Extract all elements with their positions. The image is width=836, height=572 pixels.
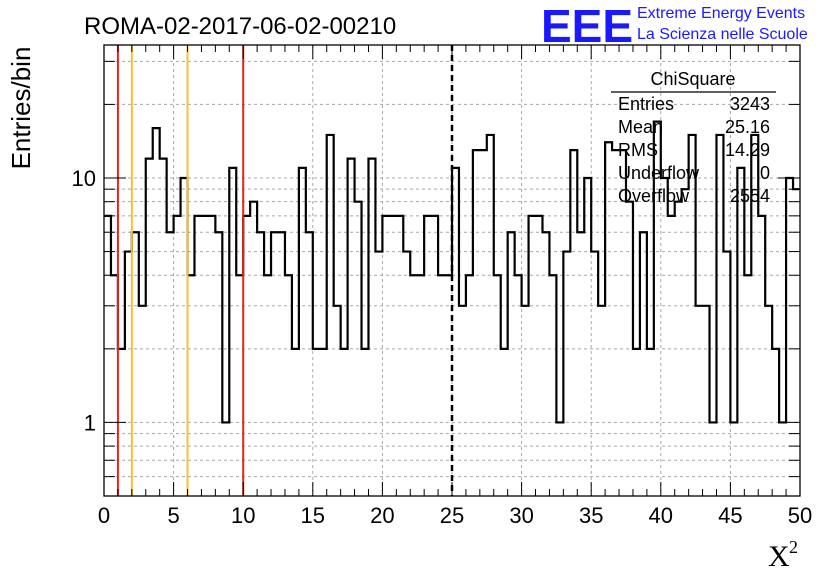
chart-title: ROMA-02-2017-06-02-00210 bbox=[84, 13, 396, 40]
x-axis-label-superscript: 2 bbox=[789, 537, 798, 557]
x-tick-label: 50 bbox=[788, 503, 812, 528]
logo-eee-mark: EEE bbox=[541, 0, 633, 52]
stats-value: 2554 bbox=[730, 186, 770, 206]
histogram-bin bbox=[139, 306, 146, 496]
histogram-bin bbox=[174, 216, 181, 496]
x-tick-label: 5 bbox=[167, 503, 179, 528]
histogram-bin bbox=[536, 216, 543, 496]
eee-logo: EEE Extreme Energy Events La Scienza nel… bbox=[541, 0, 808, 52]
y-axis-label: Entries/bin bbox=[6, 47, 36, 170]
stats-box: ChiSquare Entries 3243 Mean 25.16 RMS 14.29 Un… bbox=[611, 69, 776, 206]
x-tick-label: 0 bbox=[98, 503, 110, 528]
stats-label: Mean bbox=[618, 117, 663, 137]
histogram-outline bbox=[104, 120, 800, 424]
histogram-bin bbox=[682, 189, 689, 496]
histogram-bin bbox=[696, 306, 703, 496]
histogram-bin bbox=[375, 252, 382, 496]
histogram-bin bbox=[598, 306, 605, 496]
histogram-bin bbox=[208, 216, 215, 496]
x-tick-label: 25 bbox=[440, 503, 464, 528]
stats-label: Entries bbox=[618, 94, 674, 114]
histogram-bin bbox=[389, 216, 396, 496]
stats-value: 3243 bbox=[730, 94, 770, 114]
y-tick-label: 1 bbox=[84, 410, 96, 435]
histogram-bin bbox=[668, 216, 675, 496]
stats-rows: Entries 3243 Mean 25.16 RMS 14.29 Underflow 0 Ov… bbox=[618, 94, 770, 206]
y-tick-label: 10 bbox=[72, 166, 96, 191]
histogram-bin bbox=[236, 275, 243, 496]
stats-value: 14.29 bbox=[725, 140, 770, 160]
logo-line-2: La Scienza nelle Scuole bbox=[637, 26, 808, 43]
x-tick-label: 20 bbox=[370, 503, 394, 528]
x-axis-label-base: X bbox=[768, 540, 790, 572]
histogram-bars bbox=[104, 120, 800, 496]
histogram-bin bbox=[264, 275, 271, 496]
histogram-bin bbox=[744, 275, 751, 496]
histogram-bin bbox=[438, 275, 445, 496]
axes bbox=[103, 44, 801, 497]
x-tick-label: 35 bbox=[579, 503, 603, 528]
histogram-bin bbox=[577, 232, 584, 496]
histogram-bin bbox=[201, 216, 208, 496]
histogram-bin bbox=[403, 252, 410, 496]
histogram-bin bbox=[382, 216, 389, 496]
histogram-bin bbox=[417, 275, 424, 496]
stats-value: 0 bbox=[760, 163, 770, 183]
x-tick-label: 45 bbox=[718, 503, 742, 528]
histogram-bin bbox=[410, 275, 417, 496]
histogram-bin bbox=[466, 275, 473, 496]
x-tick-label: 10 bbox=[231, 503, 255, 528]
x-tick-label: 15 bbox=[301, 503, 325, 528]
histogram-bin bbox=[396, 216, 403, 496]
tick-labels: 0 5 10 15 20 25 30 35 40 45 50 1 10 bbox=[72, 166, 813, 528]
stats-value: 25.16 bbox=[725, 117, 770, 137]
stats-title: ChiSquare bbox=[650, 69, 735, 89]
logo-line-1: Extreme Energy Events bbox=[637, 5, 805, 22]
histogram-bin bbox=[153, 128, 160, 496]
stats-label: Underflow bbox=[618, 163, 700, 183]
histogram-bin bbox=[522, 306, 529, 496]
histogram-bin bbox=[793, 189, 800, 496]
x-tick-label: 40 bbox=[649, 503, 673, 528]
reference-lines bbox=[116, 45, 454, 496]
histogram-bin bbox=[459, 306, 466, 496]
histogram-bin bbox=[188, 275, 195, 496]
histogram-bin bbox=[515, 275, 522, 496]
x-tick-label: 30 bbox=[509, 503, 533, 528]
x-axis-label: X 2 bbox=[768, 537, 798, 572]
histogram-bin bbox=[661, 178, 668, 496]
histogram-bin bbox=[167, 232, 174, 496]
stats-label: Overflow bbox=[618, 186, 690, 206]
stats-label: RMS bbox=[618, 140, 658, 160]
